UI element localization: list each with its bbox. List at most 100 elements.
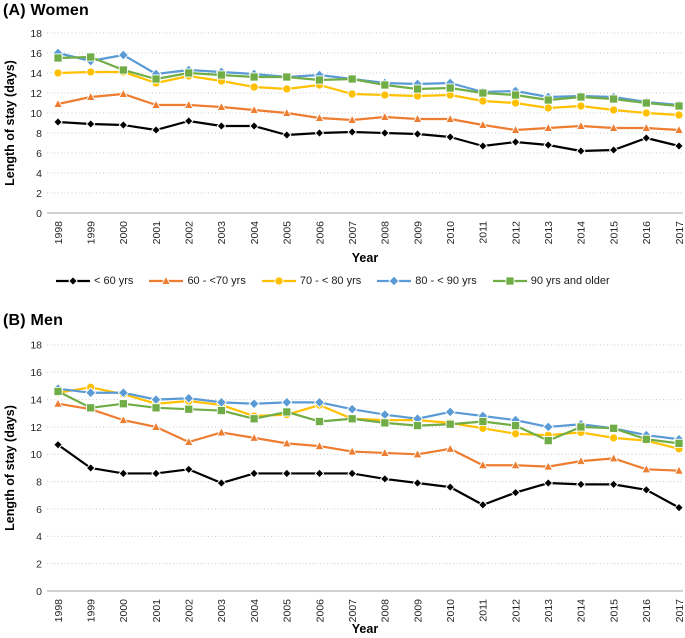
square-marker — [576, 422, 586, 432]
x-tick-label-2017: 2017 — [674, 599, 685, 623]
y-tick-labels: 0 2 4 6 8 10 12 14 16 18 — [30, 340, 42, 598]
diamond-marker — [576, 479, 586, 490]
series-90-plus-markers — [53, 386, 684, 448]
x-axis-title: Year — [352, 251, 379, 265]
series-60-to-70-line — [56, 92, 681, 132]
circle-marker — [249, 82, 259, 92]
y-tick-label: 14 — [30, 68, 42, 80]
diamond-marker — [216, 478, 227, 488]
y-tick-label: 8 — [36, 128, 42, 140]
diamond-marker — [313, 396, 326, 408]
triangle-marker — [249, 104, 260, 114]
square-marker — [86, 403, 96, 413]
triangle-marker — [510, 124, 521, 134]
y-tick-label: 2 — [36, 558, 42, 570]
x-tick-label-2002: 2002 — [184, 599, 196, 623]
square-marker — [216, 406, 226, 416]
triangle-marker — [641, 122, 652, 132]
y-tick-label: 10 — [30, 108, 42, 120]
legend-label-70-to-80: 70 - < 80 yrs — [299, 275, 362, 287]
triangle-marker — [510, 459, 521, 470]
diamond-marker — [53, 117, 63, 127]
diamond-marker — [347, 468, 357, 479]
x-tick-label-2014: 2014 — [576, 599, 588, 623]
triangle-marker — [477, 119, 488, 129]
circle-marker — [274, 276, 284, 286]
y-axis-title: Length of stay (days) — [3, 60, 17, 186]
y-tick-label: 0 — [36, 208, 42, 220]
circle-marker — [543, 103, 553, 113]
x-tick-label-2010: 2010 — [445, 599, 457, 623]
triangle-marker — [347, 445, 358, 456]
x-tick-label-2010: 2010 — [445, 221, 457, 245]
diamond-marker — [347, 127, 357, 137]
diamond-marker — [445, 132, 456, 142]
x-tick-label-2012: 2012 — [510, 221, 522, 245]
square-marker — [543, 436, 553, 446]
triangle-marker — [118, 88, 129, 98]
triangle-marker — [543, 122, 554, 132]
series-80-to-90-markers — [52, 383, 685, 445]
square-marker — [216, 70, 226, 80]
diamond-marker — [346, 403, 358, 415]
square-marker — [412, 421, 423, 431]
diamond-marker — [444, 406, 456, 418]
circle-marker — [478, 96, 488, 106]
square-marker — [151, 403, 161, 413]
diamond-marker — [380, 474, 390, 484]
diamond-marker — [85, 387, 97, 399]
diamond-marker — [314, 468, 325, 479]
diamond-marker — [183, 464, 194, 475]
square-marker — [151, 74, 161, 84]
x-tick-label-2006: 2006 — [314, 221, 326, 245]
diamond-marker — [478, 141, 488, 151]
triangle-marker — [641, 463, 652, 474]
legend-label-60-to-70: 60 - <70 yrs — [187, 275, 246, 287]
series-70-to-80-markers — [53, 382, 684, 454]
diamond-marker — [576, 146, 586, 156]
square-marker — [86, 52, 96, 62]
triangle-marker — [151, 99, 162, 109]
x-tick-label-2013: 2013 — [543, 221, 555, 245]
square-marker — [609, 94, 619, 104]
circle-marker — [347, 89, 357, 99]
square-marker — [412, 84, 423, 94]
x-tick-label-2011: 2011 — [478, 221, 490, 244]
series-90-plus-markers — [53, 52, 684, 111]
triangle-marker — [52, 398, 64, 408]
diamond-marker — [281, 396, 293, 408]
circle-marker — [86, 67, 96, 77]
x-tick-label-2001: 2001 — [151, 599, 163, 623]
legend-item-90-plus: 90 yrs and older — [492, 275, 610, 287]
x-tick-label-2015: 2015 — [608, 599, 620, 623]
diamond-marker — [151, 125, 161, 135]
diamond-marker — [249, 121, 259, 131]
square-marker — [184, 68, 194, 78]
diamond-marker — [412, 478, 423, 488]
series-90-plus-line — [56, 55, 681, 108]
y-tick-label: 18 — [30, 28, 42, 40]
square-marker — [478, 416, 488, 427]
square-marker — [282, 72, 292, 82]
triangle-marker — [673, 124, 685, 134]
series-90-plus-line — [56, 390, 681, 445]
diamond-marker — [380, 128, 390, 138]
square-marker — [543, 95, 553, 105]
diamond-marker — [53, 439, 63, 450]
diamond-marker — [118, 120, 129, 130]
triangle-marker — [52, 98, 64, 108]
square-marker — [118, 65, 128, 75]
circle-marker — [674, 110, 684, 120]
square-marker — [641, 98, 651, 108]
series-60-to-70-line — [56, 402, 681, 472]
square-marker — [445, 83, 455, 93]
diamond-marker — [641, 133, 652, 143]
y-tick-label: 18 — [30, 340, 42, 352]
triangle-marker — [249, 432, 260, 442]
legend-label-90-plus: 90 yrs and older — [530, 275, 610, 287]
triangle-marker — [216, 101, 227, 111]
legend-item-under-60: < 60 yrs — [56, 275, 133, 287]
x-axis-title: Year — [352, 622, 379, 636]
legend-marker-under-60 — [56, 276, 90, 286]
